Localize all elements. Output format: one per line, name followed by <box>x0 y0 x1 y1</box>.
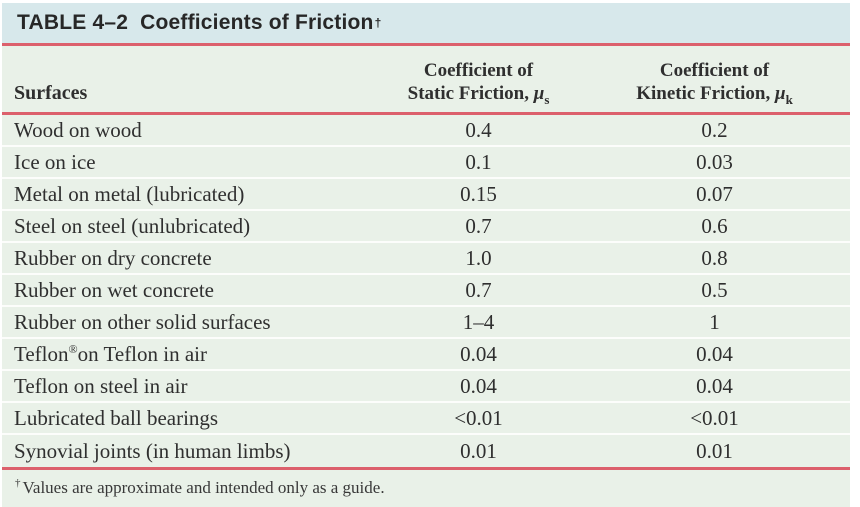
table-row: Rubber on wet concrete 0.7 0.5 <box>2 275 850 307</box>
column-header-surfaces: Surfaces <box>14 82 88 104</box>
kinetic-friction-value: 0.01 <box>696 438 733 463</box>
header-rule <box>2 112 850 115</box>
kinetic-friction-value: 0.6 <box>701 213 728 238</box>
table-row: Metal on metal (lubricated) 0.15 0.07 <box>2 179 850 211</box>
kinetic-friction-value: 0.5 <box>701 277 728 302</box>
table-body: Wood on wood 0.4 0.2 Ice on ice 0.1 0.03 Metal… <box>2 115 850 467</box>
table-title-text: Coefficients of Friction <box>140 11 374 34</box>
top-rule <box>2 43 850 46</box>
static-friction-value: 0.04 <box>460 373 497 398</box>
kinetic-friction-value: 0.2 <box>701 117 728 142</box>
static-header-line1: Coefficient of <box>423 60 534 81</box>
surface-cell: Synovial joints (in human limbs) <box>14 438 291 463</box>
table-row: Rubber on dry concrete 1.0 0.8 <box>2 243 850 275</box>
static-friction-value: 0.4 <box>465 117 492 142</box>
kinetic-friction-value: 0.04 <box>696 341 733 366</box>
surface-cell: Rubber on wet concrete <box>14 277 215 302</box>
kinetic-header-line2-text: Kinetic Friction, <box>636 83 775 104</box>
static-friction-value: 0.15 <box>460 181 497 206</box>
mu-kinetic-symbol: μ <box>774 83 786 104</box>
static-friction-value: 0.7 <box>465 213 492 238</box>
table-row: Teflon on steel in air 0.04 0.04 <box>2 371 850 403</box>
table-number-label: TABLE 4–2 <box>17 11 129 34</box>
table-row: Teflon ® on Teflon in air 0.04 0.04 <box>2 339 850 371</box>
table-row: Synovial joints (in human limbs) 0.01 0.01 <box>2 435 850 467</box>
table-row: Steel on steel (unlubricated) 0.7 0.6 <box>2 211 850 243</box>
kinetic-friction-value: 0.8 <box>701 245 728 270</box>
mu-kinetic-subscript: k <box>785 91 793 107</box>
static-friction-value: 1–4 <box>462 309 495 334</box>
kinetic-header-line2: Kinetic Friction, μk <box>597 82 832 107</box>
kinetic-friction-value: 0.04 <box>696 373 733 398</box>
kinetic-friction-value: 0.03 <box>696 149 733 174</box>
surface-cell: Metal on metal (lubricated) <box>14 181 245 206</box>
surface-cell: Teflon on steel in air <box>14 373 188 398</box>
bottom-rule <box>2 467 850 470</box>
static-friction-value: 0.01 <box>460 438 497 463</box>
static-friction-value: 1.0 <box>465 245 492 270</box>
kinetic-friction-value: <0.01 <box>690 405 739 430</box>
kinetic-header-line1: Coefficient of <box>659 60 770 81</box>
surface-cell: Rubber on dry concrete <box>14 245 212 270</box>
static-friction-value: 0.04 <box>460 341 497 366</box>
static-friction-value: <0.01 <box>454 405 503 430</box>
kinetic-friction-value: 1 <box>709 309 720 334</box>
static-header-line2-text: Static Friction, <box>407 83 534 104</box>
footnote-text: Values are approximate and intended only… <box>22 478 385 497</box>
mu-static-symbol: μ <box>533 83 545 104</box>
kinetic-friction-value: 0.07 <box>696 181 733 206</box>
surface-cell: Steel on steel (unlubricated) <box>14 213 251 238</box>
static-friction-value: 0.1 <box>465 149 492 174</box>
footnote-dagger-marker: † <box>15 477 21 490</box>
column-header-row: Surfaces Coefficient of Static Friction,… <box>2 46 850 112</box>
column-header-kinetic: Coefficient of Kinetic Friction, μk <box>597 46 832 112</box>
table-footnote: † Values are approximate and intended onl… <box>2 470 850 507</box>
table-row: Wood on wood 0.4 0.2 <box>2 115 850 147</box>
surface-cell: Wood on wood <box>14 117 142 142</box>
surface-cell: Rubber on other solid surfaces <box>14 309 271 334</box>
surface-cell: Lubricated ball bearings <box>14 405 219 430</box>
table-row: Lubricated ball bearings <0.01 <0.01 <box>2 403 850 435</box>
static-header-line2: Static Friction, μs <box>360 82 597 107</box>
table-title-bar: TABLE 4–2 Coefficients of Friction † <box>2 3 850 43</box>
table-row: Rubber on other solid surfaces 1–4 1 <box>2 307 850 339</box>
friction-table-card: TABLE 4–2 Coefficients of Friction † Sur… <box>2 3 850 507</box>
surface-cell: Teflon ® on Teflon in air <box>14 341 208 366</box>
mu-static-subscript: s <box>544 91 550 107</box>
table-row: Ice on ice 0.1 0.03 <box>2 147 850 179</box>
column-header-static: Coefficient of Static Friction, μs <box>360 46 597 112</box>
surface-cell: Ice on ice <box>14 149 96 174</box>
static-friction-value: 0.7 <box>465 277 492 302</box>
